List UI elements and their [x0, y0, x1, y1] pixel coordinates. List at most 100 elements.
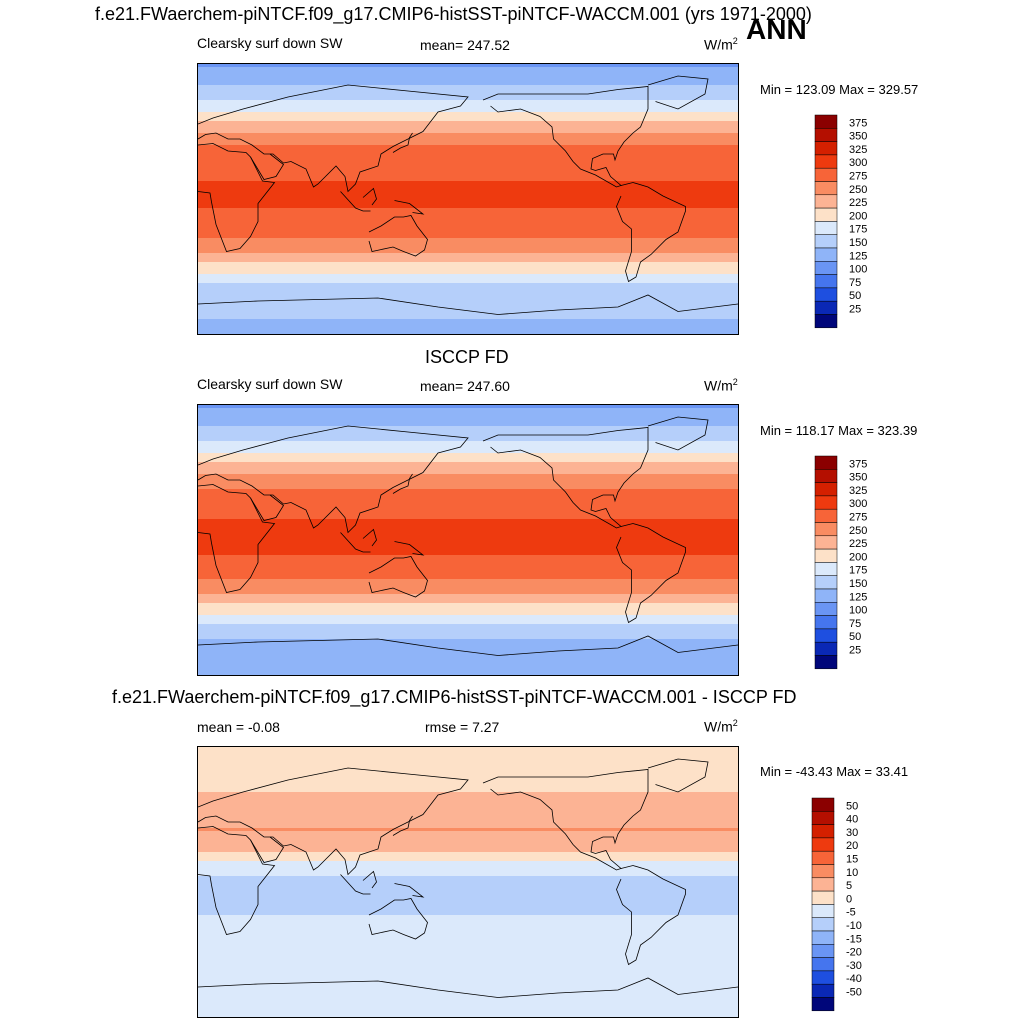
colorbar-swatch — [814, 234, 838, 249]
map-cell — [198, 408, 738, 412]
map-cell — [198, 88, 738, 92]
map-cell — [198, 528, 738, 532]
colorbar-swatch — [811, 944, 835, 958]
map-cell — [198, 555, 738, 559]
coastline — [394, 200, 425, 215]
map-cell — [198, 537, 738, 541]
colorbar-swatch — [814, 274, 838, 289]
map-cell — [198, 567, 738, 571]
map-cell — [198, 298, 738, 302]
map-cell — [198, 67, 738, 71]
colorbar-swatch — [811, 864, 835, 879]
map-cell — [198, 426, 738, 430]
map-cell — [198, 474, 738, 478]
coastline — [394, 883, 425, 898]
map-cell — [198, 525, 738, 529]
map-cell — [198, 909, 738, 913]
map-cell — [198, 597, 738, 601]
coastline — [198, 767, 469, 876]
map-cell — [198, 618, 738, 622]
colorbar-swatch — [814, 615, 838, 630]
map-cell — [198, 145, 738, 149]
map-cell — [198, 819, 738, 823]
coastline — [250, 836, 285, 863]
panel2-variable-label: Clearsky surf down SW — [197, 376, 343, 392]
colorbar-tick-label: 300 — [849, 498, 867, 510]
map-cell — [198, 843, 738, 847]
colorbar-tick-label: -5 — [846, 907, 856, 919]
panel2-minmax: Min = 118.17 Max = 323.39 — [760, 423, 918, 438]
map-cell — [198, 573, 738, 577]
map-cell — [198, 798, 738, 802]
colorbar-tick-label: 300 — [849, 157, 867, 169]
map-cell — [198, 957, 738, 961]
coastline — [394, 541, 425, 556]
map-cell — [198, 981, 738, 985]
panel3-heading: f.e21.FWaerchem-piNTCF.f09_g17.CMIP6-his… — [112, 687, 797, 707]
colorbar-swatch — [814, 114, 838, 129]
coastline — [198, 84, 469, 193]
map-cell — [198, 516, 738, 520]
map-cell — [198, 304, 738, 308]
colorbar-tick-label: 25 — [849, 304, 861, 316]
map-cell — [198, 241, 738, 245]
panel1-units: W/m2 — [704, 36, 738, 53]
colorbar-swatch — [814, 314, 838, 329]
map-cell — [198, 429, 738, 433]
map-cell — [198, 453, 738, 457]
colorbar-tick-label: 175 — [849, 565, 867, 577]
map-cell — [198, 229, 738, 233]
map-cell — [198, 268, 738, 272]
map-cell — [198, 208, 738, 212]
map-cell — [198, 648, 738, 652]
map-cell — [198, 325, 738, 329]
map-cell — [198, 882, 738, 886]
map-cell — [198, 867, 738, 871]
colorbar-swatch — [811, 970, 835, 985]
colorbar-tick-label: 125 — [849, 591, 867, 603]
panel1-mean-label: mean= 247.52 — [420, 37, 510, 53]
map-cell — [198, 849, 738, 853]
colorbar-swatch — [811, 890, 835, 905]
map-cell — [198, 423, 738, 427]
map-cell — [198, 591, 738, 595]
map-cell — [198, 187, 738, 191]
map-cell — [198, 852, 738, 856]
map-cell — [198, 82, 738, 86]
map-cell — [198, 588, 738, 592]
map-cell — [198, 253, 738, 257]
map-cell — [198, 747, 738, 751]
map-cell — [198, 175, 738, 179]
map-cell — [198, 996, 738, 1000]
panel3-minmax: Min = -43.43 Max = 33.41 — [760, 764, 909, 779]
map-cell — [198, 975, 738, 979]
map-cell — [198, 807, 738, 811]
map-cell — [198, 795, 738, 799]
colorbar-tick-label: 350 — [849, 472, 867, 484]
colorbar-swatch — [811, 797, 835, 812]
colorbar-tick-label: 275 — [849, 512, 867, 524]
panel1-map-svg — [198, 64, 738, 334]
coastline — [198, 484, 276, 593]
map-cell — [198, 633, 738, 637]
map-cell — [198, 498, 738, 502]
map-cell — [198, 295, 738, 299]
map-cell — [198, 759, 738, 763]
map-cell — [198, 879, 738, 883]
colorbar-tick-label: 0 — [846, 893, 852, 905]
colorbar-swatch — [814, 655, 838, 670]
colorbar-swatch — [814, 535, 838, 550]
colorbar-swatch — [811, 957, 835, 972]
map-cell — [198, 265, 738, 269]
colorbar-tick-label: 350 — [849, 131, 867, 143]
colorbar-tick-label: 50 — [846, 800, 858, 812]
map-cell — [198, 1002, 738, 1006]
map-cell — [198, 235, 738, 239]
map-cell — [198, 316, 738, 320]
map-cell — [198, 256, 738, 260]
colorbar-tick-label: 40 — [846, 814, 858, 826]
map-cell — [198, 903, 738, 907]
map-cell — [198, 501, 738, 505]
map-cell — [198, 990, 738, 994]
map-cell — [198, 999, 738, 1003]
